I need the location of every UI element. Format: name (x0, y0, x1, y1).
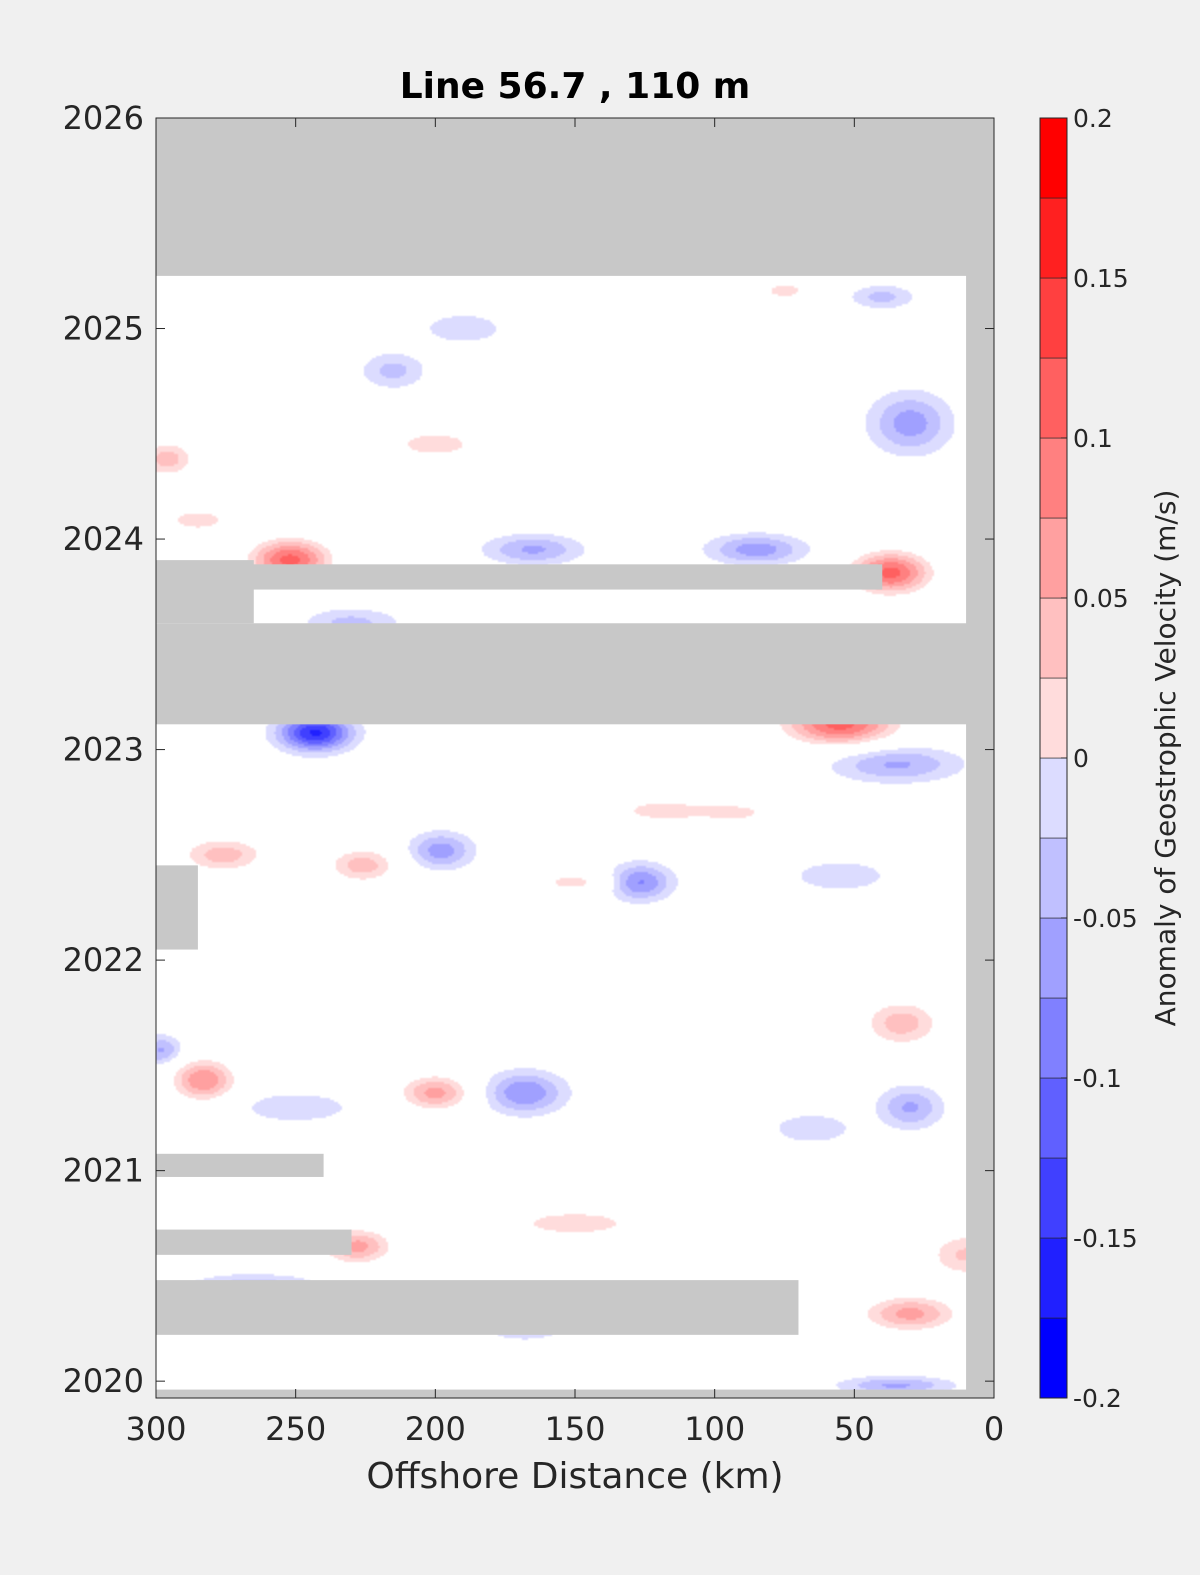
colorbar-tick-label: -0.1 (1073, 1064, 1122, 1093)
colorbar-tick-label: 0.2 (1073, 104, 1113, 133)
colorbar-block (1039, 1157, 1068, 1239)
colorbar-label: Anomaly of Geostrophic Velocity (m/s) (1149, 490, 1182, 1027)
y-tick-label: 2021 (63, 1152, 144, 1190)
y-axis: 2026 2025 2024 2023 2022 2021 2020 (63, 99, 994, 1400)
colorbar-block (1039, 917, 1068, 999)
no-data-region (156, 118, 994, 276)
colorbar-tick-label: 0.15 (1073, 264, 1129, 293)
no-data-region (156, 560, 254, 624)
y-tick-label: 2025 (63, 310, 144, 348)
x-axis: 300 250 200 150 100 50 0 (125, 118, 1004, 1448)
colorbar-block (1039, 837, 1068, 919)
colorbar-tick-label: -0.15 (1073, 1224, 1138, 1253)
colorbar-block (1039, 277, 1068, 359)
colorbar-tick-label: 0.1 (1073, 424, 1113, 453)
y-tick-label: 2020 (63, 1362, 144, 1400)
colorbar-block (1039, 997, 1068, 1079)
chart-title: Line 56.7 , 110 m (400, 66, 751, 107)
no-data-region (156, 865, 198, 950)
colorbar-block (1039, 517, 1068, 599)
colorbar-block (1039, 677, 1068, 759)
x-tick-label: 50 (834, 1410, 875, 1448)
x-tick-label: 200 (405, 1410, 466, 1448)
colorbar-block (1039, 1077, 1068, 1159)
colorbar-tick-label: -0.05 (1073, 904, 1138, 933)
y-tick-label: 2024 (63, 520, 144, 558)
x-tick-label: 150 (544, 1410, 605, 1448)
anomaly-field (156, 118, 994, 1398)
colorbar-block (1039, 117, 1068, 199)
colorbar-tick-label: 0 (1073, 744, 1089, 773)
no-data-region (156, 1280, 799, 1335)
no-data-region (156, 1153, 324, 1177)
no-data-region (156, 564, 883, 590)
colorbar-ticks: 0.2 0.15 0.1 0.05 0 -0.05 -0.1 -0.15 -0.2 (1061, 104, 1138, 1413)
colorbar-tick-label: 0.05 (1073, 584, 1129, 613)
colorbar-block (1039, 357, 1068, 439)
no-data-layer (156, 118, 994, 1398)
no-data-region (156, 623, 994, 725)
colorbar-block (1039, 197, 1068, 279)
y-tick-label: 2026 (63, 99, 144, 137)
x-tick-label: 300 (125, 1410, 186, 1448)
colorbar: 0.2 0.15 0.1 0.05 0 -0.05 -0.1 -0.15 -0.2 Anomal… (1039, 104, 1182, 1413)
colorbar-tick-label: -0.2 (1073, 1384, 1122, 1413)
colorbar-block (1039, 1317, 1068, 1399)
colorbar-block (1039, 1237, 1068, 1319)
colorbar-block (1039, 597, 1068, 679)
x-tick-label: 100 (684, 1410, 745, 1448)
x-tick-label: 0 (984, 1410, 1004, 1448)
x-tick-label: 250 (265, 1410, 326, 1448)
y-tick-label: 2023 (63, 731, 144, 769)
colorbar-block (1039, 437, 1068, 519)
plot-area: 300 250 200 150 100 50 0 202620252024202320222… (63, 99, 1005, 1448)
x-axis-label: Offshore Distance (km) (366, 1456, 783, 1497)
no-data-region (966, 118, 994, 1398)
colorbar-block (1039, 757, 1068, 839)
y-tick-label: 2022 (63, 941, 144, 979)
no-data-region (156, 1229, 352, 1255)
